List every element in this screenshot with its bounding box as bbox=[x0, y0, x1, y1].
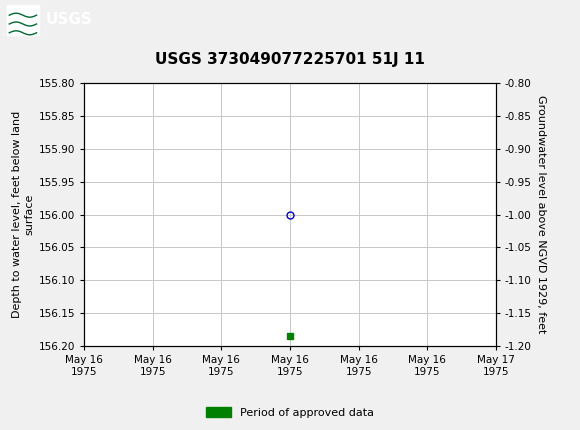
Text: USGS 373049077225701 51J 11: USGS 373049077225701 51J 11 bbox=[155, 52, 425, 67]
Bar bbox=[7, 5, 39, 35]
Y-axis label: Groundwater level above NGVD 1929, feet: Groundwater level above NGVD 1929, feet bbox=[536, 95, 546, 334]
Y-axis label: Depth to water level, feet below land
surface: Depth to water level, feet below land su… bbox=[12, 111, 34, 318]
Text: USGS: USGS bbox=[46, 12, 93, 28]
Legend: Period of approved data: Period of approved data bbox=[202, 403, 378, 422]
